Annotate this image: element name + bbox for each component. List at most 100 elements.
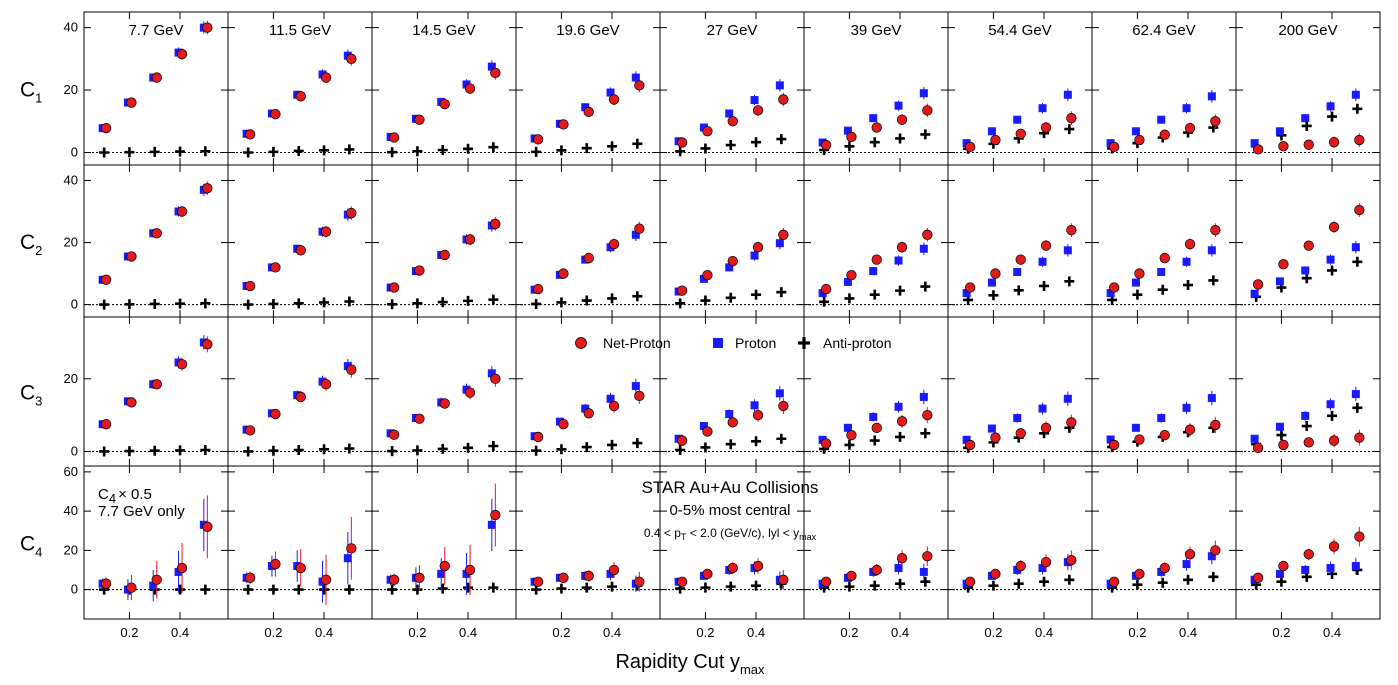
anti-proton-point [1039,576,1050,587]
anti-proton-point [869,580,880,591]
anti-proton-point [700,582,711,593]
anti-proton-point [1064,574,1075,585]
anti-proton-point [920,281,931,292]
proton-point [174,567,183,576]
net-proton-point [464,83,476,94]
anti-proton-point [1352,103,1363,114]
anti-proton-point [895,133,906,144]
anti-proton-point [725,140,736,151]
net-proton-point [583,570,594,581]
x-tick-label: 0.4 [1179,625,1197,640]
net-proton-point [490,509,501,521]
proton-point [1207,552,1216,561]
y-tick-label: 0 [71,443,78,458]
net-proton-point [439,249,450,261]
net-proton-point [1252,279,1264,290]
anti-proton-point [869,435,880,446]
y-tick-label: 20 [64,82,78,97]
energy-label: 54.4 GeV [988,22,1051,39]
proton-point [487,520,496,529]
y-tick-label: 20 [64,542,78,557]
net-proton-point [202,339,213,350]
net-proton-point [295,391,306,403]
proton-point [581,404,590,413]
net-proton-point [295,562,306,574]
net-proton-point [1303,240,1314,251]
net-proton-point [244,280,256,292]
net-proton-point [1108,439,1120,451]
c4-scale-note-line1: C4 × 0.5 [98,486,152,506]
net-proton-point [1015,560,1026,572]
proton-point [1301,565,1310,574]
net-proton-point [464,564,476,576]
proton-point [1326,102,1335,111]
row-label-c1: C1 [20,79,42,106]
legend-marker-net-proton [575,337,587,349]
panel-c3-200-gev [1235,316,1381,467]
panel-c3-39-gev [803,316,949,467]
net-proton-point [1159,429,1170,441]
proton-point [631,230,640,239]
x-tick-label: 0.2 [984,625,1002,640]
net-proton-point [1066,224,1077,236]
legend: Net-Proton Proton Anti-proton [575,335,891,351]
net-proton-point [270,558,281,570]
net-proton-point [752,409,764,421]
net-proton-point [1015,128,1026,139]
net-proton-point [346,364,357,375]
anti-proton-point [581,143,592,154]
net-proton-point [295,91,306,102]
x-tick-label: 0.4 [891,625,909,640]
net-proton-point [702,269,713,281]
net-proton-point [532,576,544,587]
panel-frame [515,465,661,620]
proton-point [437,569,446,578]
net-proton-point [1184,123,1196,134]
anti-proton-point [751,436,762,447]
proton-point [962,289,971,298]
proton-point [987,424,996,433]
proton-point [1013,565,1022,574]
net-proton-point [202,521,213,532]
anti-proton-point [319,584,330,595]
net-proton-point [558,268,569,279]
anti-proton-point [920,576,931,587]
experiment-annotation: STAR Au+Au Collisions 0-5% most central … [642,478,819,542]
net-proton-point [1184,424,1196,435]
anti-proton-point [243,147,254,158]
anti-proton-point [1064,124,1075,135]
anti-proton-point [1132,289,1143,300]
proton-point [775,239,784,248]
net-proton-point [532,431,544,443]
net-proton-point [608,400,620,412]
net-proton-point [727,417,738,428]
net-proton-point [176,49,188,60]
proton-point [1038,404,1047,413]
anti-proton-point [344,296,355,307]
proton-point [1182,560,1191,569]
figure-labels: C1 0 20 40 7.7 GeV 11.5 GeV 14.5 GeV 19.6 GeV 27… [20,20,1341,640]
panel-c4-200-gev [1235,465,1381,620]
x-tick-label: 0.4 [1323,625,1341,640]
anti-proton-point [632,291,643,302]
net-proton-point [388,132,400,143]
net-proton-point [1210,419,1221,431]
anti-proton-point [1352,402,1363,413]
net-proton-point [1040,122,1052,133]
anti-proton-point [607,141,618,152]
net-proton-point [490,67,501,79]
anti-proton-point [556,145,567,156]
panel-c2-11-5-gev [227,164,373,318]
proton-point [1157,115,1166,124]
net-proton-point [634,390,645,402]
proton-point [581,103,590,112]
anti-proton-point [920,129,931,140]
kinematic-cuts: 0.4 < pT < 2.0 (GeV/c), lyl < ymax [644,526,817,542]
net-proton-point [922,551,933,562]
net-proton-point [320,379,332,390]
anti-proton-point [1183,280,1194,291]
proton-point [1351,90,1360,99]
anti-proton-point [243,584,254,595]
proton-point [1250,139,1259,148]
net-proton-point [151,379,162,390]
